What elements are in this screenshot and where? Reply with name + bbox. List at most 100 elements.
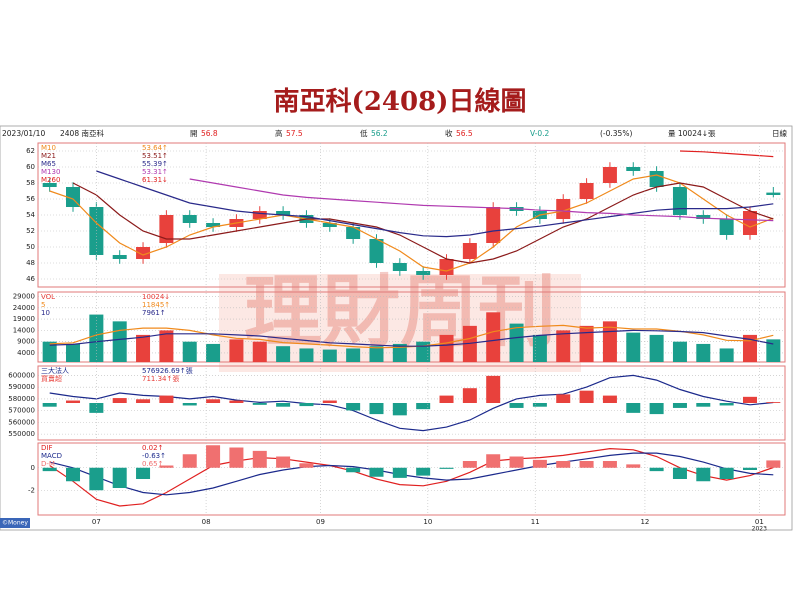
bar — [42, 341, 57, 362]
bar — [439, 395, 454, 403]
bar — [346, 348, 361, 362]
bar — [42, 467, 57, 472]
line — [679, 150, 774, 158]
candle-body — [719, 219, 734, 235]
bar — [369, 346, 384, 362]
bar — [252, 341, 267, 362]
x-tick-label: 10 — [423, 518, 432, 526]
candle-body — [766, 192, 781, 195]
y-tick-label: 56 — [26, 195, 35, 203]
legend-name: DIF — [41, 444, 52, 452]
header-pct: (-0.35%) — [600, 129, 632, 138]
bar — [136, 334, 151, 362]
line — [49, 174, 774, 272]
bar — [766, 402, 781, 403]
legend-name: M260 — [41, 176, 60, 184]
bar — [206, 399, 221, 403]
header-change: V-0.2 — [530, 129, 550, 138]
candle-body — [182, 215, 197, 223]
y-tick-label: 48 — [26, 259, 35, 267]
x-tick-label: 07 — [92, 518, 101, 526]
y-tick-label: 600000 — [8, 371, 35, 379]
y-tick-label: 50 — [26, 243, 35, 251]
legend-name: D-M — [41, 460, 55, 468]
bar — [672, 467, 687, 479]
bar — [696, 343, 711, 362]
candle-body — [276, 211, 291, 215]
bar — [416, 467, 431, 476]
header-value: 56.2 — [371, 129, 388, 138]
candle-body — [556, 199, 571, 219]
bar — [579, 461, 594, 468]
header-label: 開 — [190, 129, 198, 138]
bar — [392, 467, 407, 478]
page-title: 南亞科(2408)日線圖 — [274, 86, 527, 117]
candle-body — [206, 223, 221, 227]
bar — [462, 325, 477, 362]
copyright: ©Money — [2, 520, 28, 527]
bar — [579, 325, 594, 362]
legend-value: 576926.69↑張 — [142, 367, 193, 375]
candle-body — [159, 215, 174, 243]
legend-name: M10 — [41, 144, 56, 152]
bar — [182, 341, 197, 362]
candle-body — [742, 211, 757, 235]
bar — [532, 403, 547, 407]
bar — [299, 348, 314, 362]
bar — [509, 323, 524, 362]
bar — [696, 467, 711, 482]
bar — [182, 403, 197, 406]
bar — [229, 400, 244, 403]
y-tick-label: 560000 — [8, 418, 35, 426]
bar — [276, 346, 291, 362]
panel-frame — [37, 365, 786, 441]
bar — [439, 467, 454, 469]
bar — [532, 459, 547, 468]
bar — [112, 321, 127, 362]
candle-body — [602, 167, 617, 183]
y-tick-label: 62 — [26, 147, 35, 155]
bar — [392, 403, 407, 416]
bar — [626, 403, 641, 413]
y-tick-label: 58 — [26, 179, 35, 187]
legend-name: M21 — [41, 152, 56, 160]
legend-name: M65 — [41, 160, 56, 168]
bar — [206, 343, 221, 362]
bar — [486, 375, 501, 403]
bar — [649, 467, 664, 472]
y-tick-label: -2 — [28, 486, 35, 494]
bar — [742, 396, 757, 403]
legend-value: -0.63↑ — [142, 452, 166, 460]
bar — [579, 390, 594, 403]
bar — [509, 403, 524, 408]
candle-body — [252, 211, 267, 219]
bar — [462, 388, 477, 403]
bar — [136, 467, 151, 479]
bar — [602, 395, 617, 403]
y-tick-label: 52 — [26, 227, 35, 235]
bar — [719, 467, 734, 479]
bar — [556, 461, 571, 468]
candle-body — [579, 183, 594, 199]
bar — [672, 341, 687, 362]
bar — [742, 467, 757, 470]
panel-frame — [37, 442, 786, 516]
bar — [322, 400, 337, 403]
candle-body — [369, 239, 384, 263]
bar — [462, 461, 477, 468]
header-value: 56.8 — [201, 129, 218, 138]
x-tick-label: 11 — [531, 518, 540, 526]
bar — [66, 400, 81, 403]
bar — [486, 454, 501, 468]
bar — [672, 403, 687, 408]
header-value: 57.5 — [286, 129, 303, 138]
candle-body — [322, 223, 337, 227]
legend-value: 55.39↑ — [142, 160, 168, 168]
bar — [369, 403, 384, 415]
y-tick-label: 19000 — [13, 315, 35, 323]
copyright-box — [0, 518, 30, 528]
bar — [719, 403, 734, 406]
x-tick-label: 01 — [755, 518, 764, 526]
x-tick-label: 09 — [316, 518, 325, 526]
legend-value: 0.65↑ — [142, 460, 163, 468]
